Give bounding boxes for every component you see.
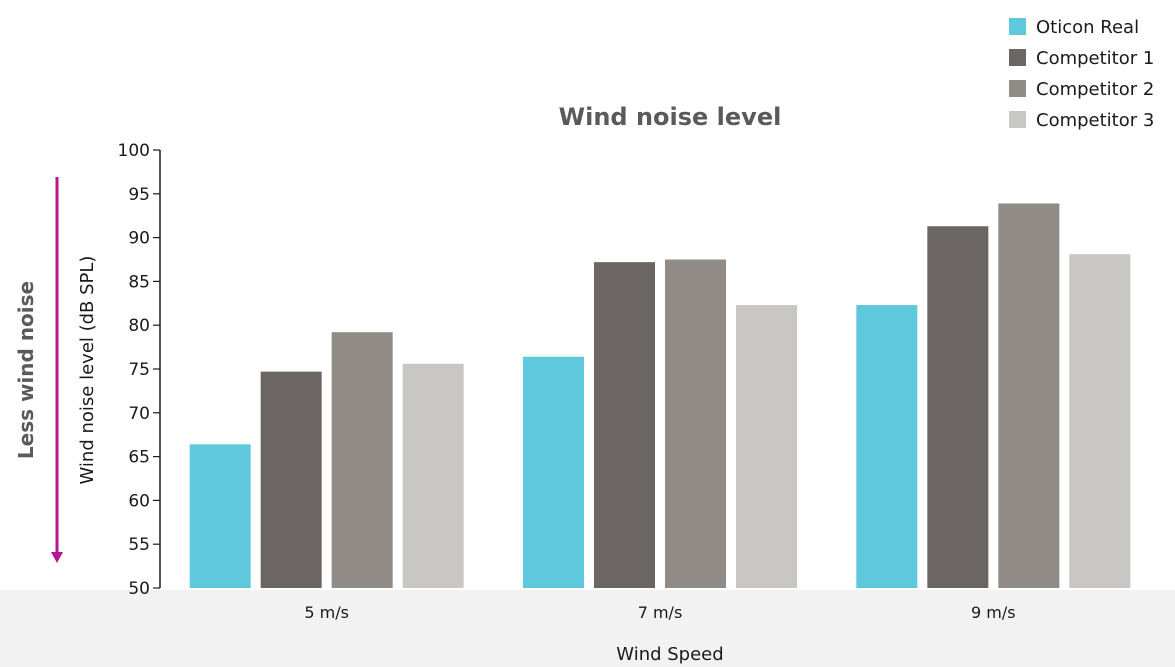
legend-label: Competitor 1 bbox=[1036, 48, 1154, 69]
legend-swatch bbox=[1009, 80, 1026, 97]
legend-swatch bbox=[1009, 18, 1026, 35]
annotation-label: Less wind noise bbox=[14, 281, 38, 459]
y-tick-label: 60 bbox=[128, 491, 150, 511]
bar-oticon-real-2 bbox=[856, 305, 918, 588]
y-tick-label: 75 bbox=[128, 360, 150, 380]
y-tick-label: 90 bbox=[128, 229, 150, 249]
bar-competitor-3-0 bbox=[402, 363, 464, 588]
x-axis-ticks: 5 m/s 7 m/s 9 m/s bbox=[304, 603, 1015, 622]
bar-oticon-real-1 bbox=[523, 356, 584, 588]
y-tick-label: 80 bbox=[128, 316, 150, 336]
y-axis: 50 55 60 65 70 75 80 85 90 95 100 bbox=[118, 141, 161, 599]
bar-competitor-3-1 bbox=[736, 305, 797, 588]
less-wind-noise-annotation: Less wind noise bbox=[14, 177, 63, 563]
y-axis-label: Wind noise level (dB SPL) bbox=[77, 256, 98, 485]
bar-competitor-2-2 bbox=[998, 203, 1060, 588]
x-axis-band bbox=[0, 590, 1175, 667]
legend-label: Oticon Real bbox=[1036, 17, 1139, 38]
y-tick-label: 55 bbox=[128, 535, 150, 555]
y-tick-label: 95 bbox=[128, 185, 150, 205]
chart-title: Wind noise level bbox=[559, 103, 782, 131]
x-tick-label: 5 m/s bbox=[304, 603, 349, 622]
y-tick-label: 85 bbox=[128, 272, 150, 292]
x-tick-label: 7 m/s bbox=[638, 603, 683, 622]
bars bbox=[189, 203, 1131, 588]
legend: Oticon Real Competitor 1 Competitor 2 Compe… bbox=[1009, 17, 1154, 131]
legend-label: Competitor 3 bbox=[1036, 110, 1154, 131]
y-tick-label: 50 bbox=[128, 579, 150, 599]
bar-competitor-1-2 bbox=[927, 226, 989, 588]
x-tick-label: 9 m/s bbox=[971, 603, 1016, 622]
y-tick-label: 100 bbox=[118, 141, 150, 161]
bar-competitor-2-0 bbox=[331, 332, 393, 588]
bar-competitor-1-1 bbox=[594, 262, 655, 588]
legend-label: Competitor 2 bbox=[1036, 79, 1154, 100]
y-tick-label: 65 bbox=[128, 448, 150, 468]
y-tick-label: 70 bbox=[128, 404, 150, 424]
x-axis-label: Wind Speed bbox=[616, 644, 723, 665]
bar-oticon-real-0 bbox=[189, 444, 251, 588]
down-arrow-icon bbox=[51, 552, 63, 563]
bar-competitor-3-2 bbox=[1069, 254, 1131, 588]
bar-competitor-2-1 bbox=[665, 259, 726, 588]
legend-swatch bbox=[1009, 111, 1026, 128]
bar-competitor-1-0 bbox=[260, 371, 322, 588]
legend-swatch bbox=[1009, 49, 1026, 66]
